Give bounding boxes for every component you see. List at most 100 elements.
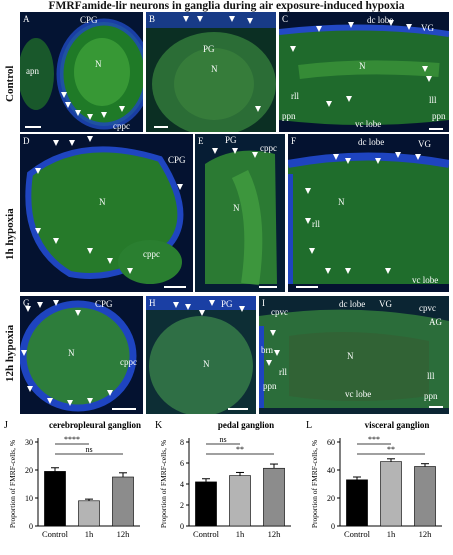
label-c-vc-lobe: vc lobe	[355, 119, 382, 129]
chart-y-axis-label: Proportion of FMRF-cells, %	[159, 440, 168, 528]
micrograph-panel-h: H PG N	[146, 296, 256, 414]
chart-y-tick-label: 2	[180, 501, 184, 510]
arrowhead-marker	[199, 310, 205, 316]
chart-title: pedal ganglion	[218, 420, 274, 430]
micrograph-b-image	[146, 12, 276, 132]
row-label-control: Control	[4, 65, 16, 102]
label-f-vg: VG	[418, 139, 431, 149]
micrograph-a-image	[20, 12, 143, 132]
arrowhead-marker	[35, 228, 41, 234]
arrowhead-marker	[67, 400, 73, 406]
chart-y-tick-label: 60	[327, 438, 335, 447]
label-d-cppc: cppc	[143, 249, 160, 259]
arrowhead-marker	[47, 398, 53, 404]
arrowhead-marker	[27, 386, 33, 392]
arrowhead-marker	[37, 302, 43, 308]
label-e-pg: PG	[225, 135, 237, 145]
arrowhead-marker	[185, 304, 191, 310]
chart-y-tick-label: 20	[327, 494, 335, 503]
label-d-n: N	[99, 197, 106, 207]
label-e-cppc: cppc	[260, 143, 277, 153]
label-a-n: N	[95, 59, 102, 69]
micrograph-panel-i: I cpvc dc lobe VG cpvc AG brn N rll lll …	[259, 296, 449, 414]
arrowhead-marker	[75, 310, 81, 316]
arrowhead-marker	[25, 306, 31, 312]
arrowhead-marker	[232, 148, 238, 154]
arrowhead-marker	[422, 66, 428, 72]
row-label-1h-hypoxia: 1h hypoxia	[4, 208, 16, 260]
chart-y-tick-label: 0	[331, 522, 335, 531]
arrowhead-marker	[375, 158, 381, 164]
label-h-pg: PG	[221, 299, 233, 309]
arrowhead-marker	[197, 16, 203, 22]
label-f-rll: rll	[312, 219, 320, 229]
arrowhead-marker	[247, 18, 253, 24]
arrowhead-marker	[345, 158, 351, 164]
scale-bar-d	[164, 286, 186, 288]
chart-bar-1h	[78, 500, 100, 527]
panel-letter-f: F	[291, 136, 297, 146]
chart-y-tick-label: 8	[180, 438, 184, 447]
arrowhead-marker	[61, 92, 67, 98]
arrowhead-marker	[87, 136, 93, 142]
scale-bar-g	[112, 408, 136, 410]
label-b-pg: PG	[203, 44, 215, 54]
label-i-cpvc-right: cpvc	[419, 303, 436, 313]
arrowhead-marker	[53, 238, 59, 244]
chart-significance-label: ns	[85, 445, 92, 454]
scale-bar-a	[25, 126, 41, 128]
micrograph-panel-e: E PG cppc N	[195, 134, 285, 292]
micrograph-g-image	[20, 296, 143, 414]
chart-x-tick-label: 12h	[268, 529, 282, 539]
arrowhead-marker	[177, 184, 183, 190]
arrowhead-marker	[183, 16, 189, 22]
label-i-cpvc-left: cpvc	[271, 307, 288, 317]
arrowhead-marker	[101, 112, 107, 118]
chart-bar-1h	[229, 475, 251, 527]
arrowhead-marker	[415, 154, 421, 160]
chart-x-tick-label: 12h	[419, 529, 433, 539]
micrograph-panel-a: A CPG N apn cppc	[20, 12, 143, 132]
chart-x-tick-label: 12h	[117, 529, 131, 539]
arrowhead-marker	[326, 101, 332, 107]
arrowhead-marker	[53, 300, 59, 306]
label-b-n: N	[211, 64, 218, 74]
micrograph-panel-d: D CPG N cppc	[20, 134, 193, 292]
arrowhead-marker	[325, 268, 331, 274]
panel-letter-b: B	[149, 14, 156, 24]
arrowhead-marker	[252, 152, 258, 158]
chart-y-tick-label: 10	[25, 494, 33, 503]
chart-y-tick-label: 30	[25, 438, 33, 447]
chart-panel-letter: K	[155, 420, 163, 431]
label-g-n: N	[68, 348, 75, 358]
arrowhead-marker	[305, 218, 311, 224]
label-c-ppn-left: ppn	[282, 111, 296, 121]
arrowhead-marker	[385, 268, 391, 274]
label-i-rll: rll	[279, 367, 287, 377]
label-i-vc-lobe: vc lobe	[345, 389, 372, 399]
chart-title: cerebropleural ganglion	[49, 420, 141, 430]
scale-bar-i	[429, 406, 443, 408]
chart-significance-label: ***	[368, 435, 380, 444]
arrowhead-marker	[87, 248, 93, 254]
arrowhead-marker	[107, 390, 113, 396]
label-i-lll: lll	[427, 371, 435, 381]
arrowhead-marker	[346, 96, 352, 102]
panel-letter-h: H	[149, 298, 156, 308]
panel-letter-e: E	[198, 136, 204, 146]
scale-bar-b	[154, 126, 168, 128]
label-a-cpg: CPG	[80, 15, 98, 25]
arrowhead-marker	[173, 302, 179, 308]
micrograph-panel-c: C dc lobe VG N rll lll ppn ppn vc lobe	[279, 12, 449, 132]
chart-y-tick-label: 0	[29, 522, 33, 531]
panel-letter-d: D	[23, 136, 30, 146]
arrowhead-marker	[69, 140, 75, 146]
chart-y-tick-label: 40	[327, 466, 335, 475]
arrowhead-marker	[406, 24, 412, 30]
chart-bar-control	[346, 479, 368, 527]
label-i-brn: brn	[261, 345, 273, 355]
label-i-ag: AG	[429, 317, 442, 327]
micrograph-f-image	[288, 134, 449, 292]
